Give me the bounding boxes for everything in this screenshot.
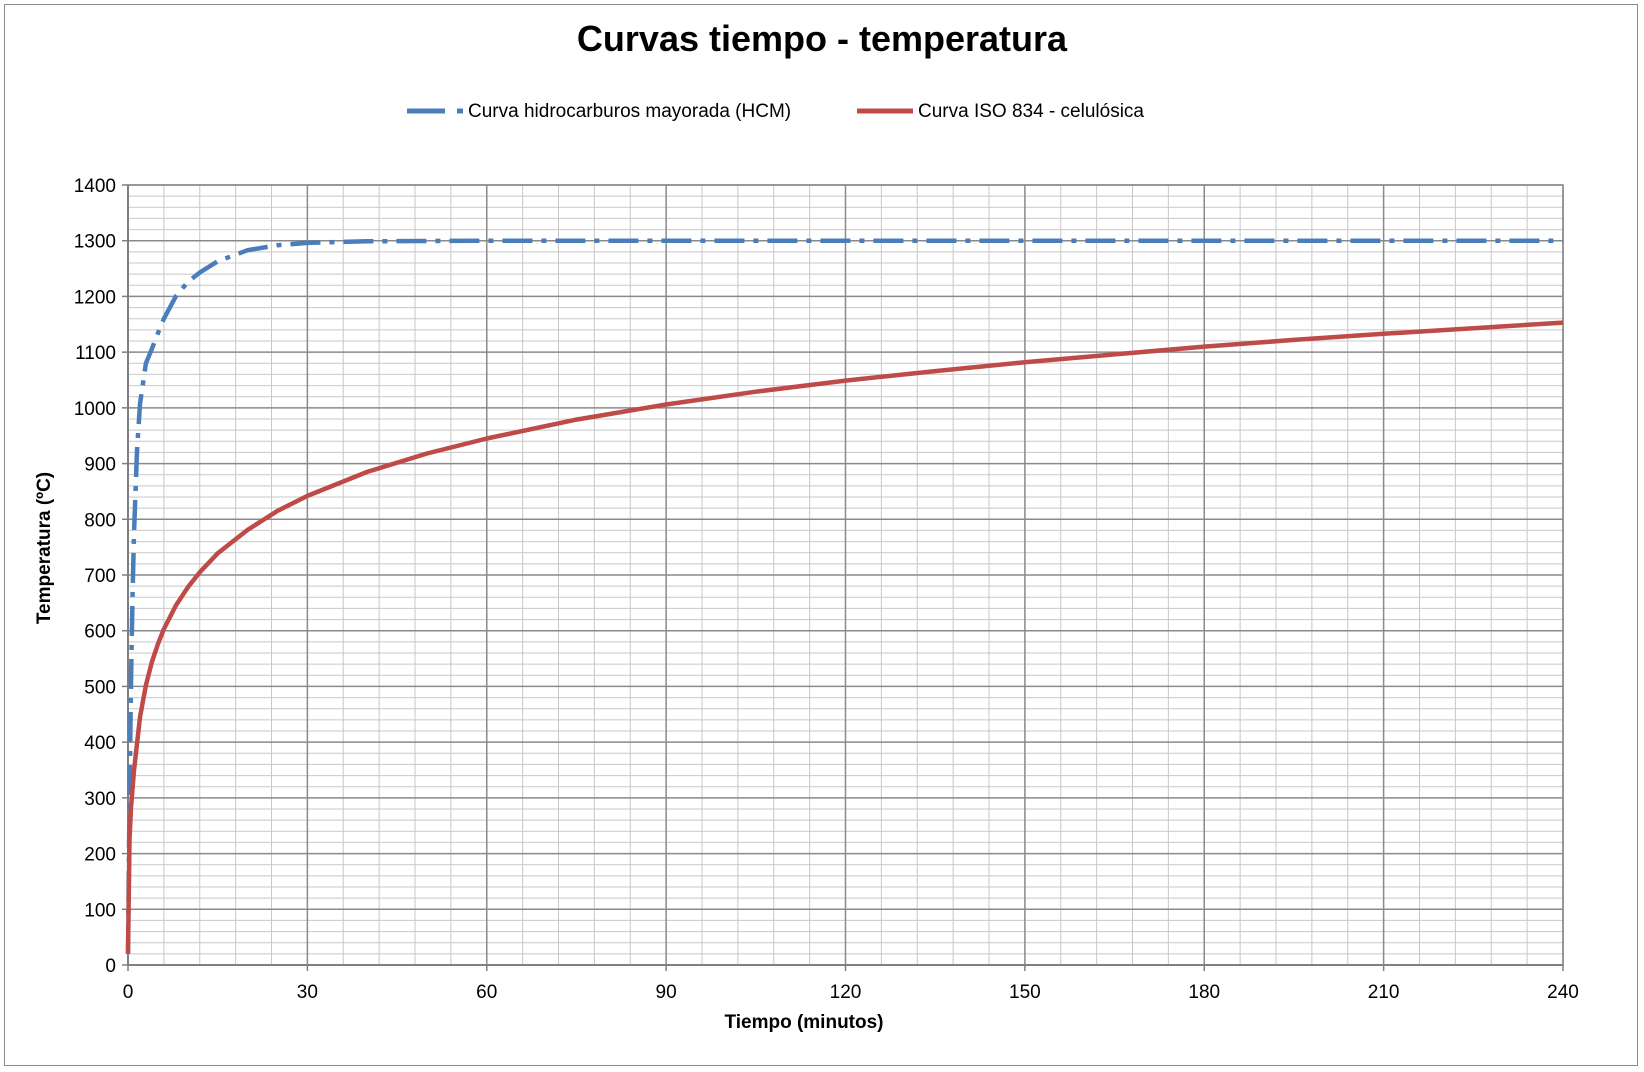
x-tick-label: 180 [1188,982,1220,1003]
y-tick-label: 0 [105,956,116,977]
x-tick-label: 90 [656,982,677,1003]
x-tick-label: 30 [297,982,318,1003]
legend-swatch-hcm [407,108,463,114]
y-tick-label: 700 [84,566,116,587]
x-tick-label: 150 [1009,982,1041,1003]
legend-swatch-iso834 [857,108,913,114]
series-line-hcm [125,238,1563,954]
y-tick-label: 1000 [74,399,116,420]
x-tick-label: 210 [1368,982,1400,1003]
x-tick-label: 0 [123,982,134,1003]
y-tick-label: 400 [84,733,116,754]
x-tick-label: 120 [830,982,862,1003]
y-tick-label: 1300 [74,232,116,253]
y-tick-label: 100 [84,900,116,921]
grid [127,184,1564,966]
y-tick-label: 600 [84,622,116,643]
series-line-iso834 [125,320,1564,954]
y-tick-label: 1400 [74,176,116,197]
y-tick-label: 1200 [74,287,116,308]
legend-label-hcm: Curva hidrocarburos mayorada (HCM) [468,101,792,122]
y-tick-label: 900 [84,455,116,476]
x-tick-label: 60 [476,982,497,1003]
y-tick-label: 500 [84,677,116,698]
y-tick-label: 200 [84,845,116,866]
y-tick-label: 300 [84,789,116,810]
legend-label-iso834: Curva ISO 834 - celulósica [918,101,1144,122]
series [125,238,1564,954]
legend: Curva hidrocarburos mayorada (HCM) Curva… [0,98,1644,128]
chart-frame [4,4,1638,1066]
y-tick-label: 1100 [75,343,116,364]
x-axis-title: Tiempo (minutos) [724,1012,883,1033]
y-axis-title: Temperatura (ºC) [34,472,55,624]
x-tick-label: 240 [1547,982,1579,1003]
tick-labels: 0 30 60 90 120 150 180 210 240 0 100 200 300 400 500 60… [74,176,1579,1003]
chart-title: Curvas tiempo - temperatura [576,18,1068,59]
y-tick-label: 800 [84,510,116,531]
